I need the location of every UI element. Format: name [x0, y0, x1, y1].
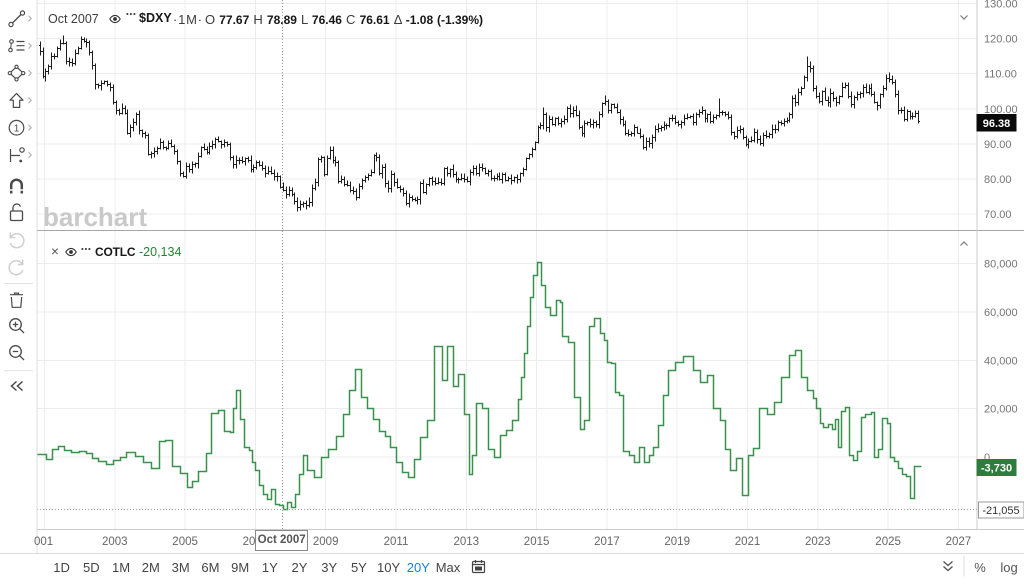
svg-text:130.00: 130.00: [984, 0, 1018, 11]
svg-text:70.00: 70.00: [984, 209, 1012, 221]
svg-text:100.00: 100.00: [984, 104, 1018, 116]
svg-text:0: 0: [984, 452, 990, 464]
svg-text:2011: 2011: [384, 536, 409, 548]
svg-text:-21,055: -21,055: [982, 505, 1019, 517]
svg-text:2023: 2023: [805, 536, 831, 548]
svg-text:2017: 2017: [594, 536, 620, 548]
svg-text:-3,730: -3,730: [981, 463, 1012, 475]
svg-text:2027: 2027: [946, 536, 972, 548]
svg-text:2025: 2025: [875, 536, 901, 548]
svg-text:40,000: 40,000: [984, 355, 1018, 367]
svg-text:001: 001: [34, 536, 53, 548]
svg-text:96.38: 96.38: [983, 118, 1011, 130]
svg-text:120.00: 120.00: [984, 34, 1018, 46]
svg-text:2021: 2021: [735, 536, 761, 548]
svg-text:2019: 2019: [664, 536, 690, 548]
svg-text:80,000: 80,000: [984, 259, 1018, 271]
svg-text:1: 1: [14, 123, 20, 134]
svg-text:2009: 2009: [313, 536, 339, 548]
svg-text:20,000: 20,000: [984, 404, 1018, 416]
svg-text:2013: 2013: [454, 536, 480, 548]
svg-text:60,000: 60,000: [984, 307, 1018, 319]
svg-text:2015: 2015: [524, 536, 550, 548]
svg-text:80.00: 80.00: [984, 174, 1012, 186]
svg-text:2005: 2005: [172, 536, 198, 548]
svg-text:110.00: 110.00: [984, 69, 1017, 81]
svg-text:2003: 2003: [102, 536, 128, 548]
svg-text:90.00: 90.00: [984, 139, 1012, 151]
